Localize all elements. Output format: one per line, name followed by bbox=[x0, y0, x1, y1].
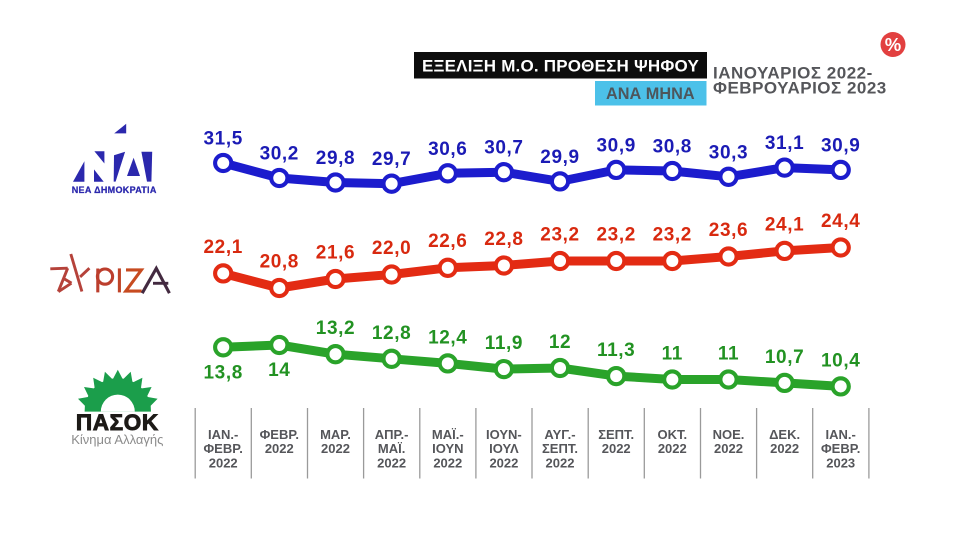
svg-text:30,9: 30,9 bbox=[821, 135, 860, 156]
svg-text:13,2: 13,2 bbox=[316, 318, 355, 339]
svg-text:24,4: 24,4 bbox=[821, 211, 860, 232]
svg-text:13,8: 13,8 bbox=[204, 362, 243, 383]
svg-text:23,2: 23,2 bbox=[597, 225, 636, 246]
svg-text:ΠΑΣΟΚ: ΠΑΣΟΚ bbox=[76, 410, 159, 435]
svg-text:22,6: 22,6 bbox=[428, 231, 467, 252]
svg-text:23,6: 23,6 bbox=[709, 220, 748, 241]
svg-text:22,0: 22,0 bbox=[372, 238, 411, 259]
svg-text:22,1: 22,1 bbox=[204, 237, 243, 258]
svg-text:ΑΝΑ ΜΗΝΑ: ΑΝΑ ΜΗΝΑ bbox=[606, 85, 695, 103]
svg-text:20,8: 20,8 bbox=[260, 252, 299, 273]
svg-text:ΝΕΑ ΔΗΜΟΚΡΑΤΙΑ: ΝΕΑ ΔΗΜΟΚΡΑΤΙΑ bbox=[72, 185, 157, 195]
svg-text:Κίνημα Αλλαγής: Κίνημα Αλλαγής bbox=[71, 432, 163, 447]
svg-text:ΕΞΕΛΙΞΗ Μ.Ο. ΠΡΟΘΕΣΗ ΨΗΦΟΥ: ΕΞΕΛΙΞΗ Μ.Ο. ΠΡΟΘΕΣΗ ΨΗΦΟΥ bbox=[422, 57, 700, 76]
svg-text:ΑΥΓ.-ΣΕΠΤ.2022: ΑΥΓ.-ΣΕΠΤ. 2022 bbox=[542, 427, 578, 470]
svg-text:31,5: 31,5 bbox=[204, 129, 243, 150]
svg-text:30,8: 30,8 bbox=[653, 137, 692, 158]
svg-text:ΙΑΝ.-ΦΕΒΡ.2023: ΙΑΝ.-ΦΕΒΡ. 2023 bbox=[821, 427, 860, 470]
svg-text:11,9: 11,9 bbox=[485, 333, 523, 354]
svg-text:11,3: 11,3 bbox=[597, 340, 635, 361]
svg-text:ΙΑΝ.-ΦΕΒΡ.2022: ΙΑΝ.-ΦΕΒΡ. 2022 bbox=[204, 427, 243, 470]
svg-text:12,4: 12,4 bbox=[428, 327, 467, 348]
svg-text:21,6: 21,6 bbox=[316, 243, 355, 264]
svg-text:%: % bbox=[885, 34, 901, 55]
svg-text:10,7: 10,7 bbox=[765, 347, 804, 368]
svg-text:14: 14 bbox=[268, 360, 290, 381]
svg-text:12: 12 bbox=[549, 332, 571, 353]
svg-text:23,2: 23,2 bbox=[540, 225, 579, 246]
svg-text:22,8: 22,8 bbox=[484, 229, 523, 250]
svg-text:ΑΠΡ.-ΜΑΪ.2022: ΑΠΡ.-ΜΑΪ. 2022 bbox=[375, 427, 409, 470]
svg-text:23,2: 23,2 bbox=[653, 225, 692, 246]
svg-text:30,6: 30,6 bbox=[428, 139, 467, 160]
svg-text:ΙΑΝΟΥΑΡΙΟΣ 2022-: ΙΑΝΟΥΑΡΙΟΣ 2022- bbox=[713, 63, 873, 82]
svg-text:11: 11 bbox=[718, 344, 739, 365]
svg-text:30,2: 30,2 bbox=[260, 144, 299, 165]
svg-text:24,1: 24,1 bbox=[765, 214, 804, 235]
svg-text:ΦΕΒΡ.2022: ΦΕΒΡ. 2022 bbox=[260, 427, 299, 456]
svg-text:29,9: 29,9 bbox=[540, 147, 579, 168]
svg-text:ΦΕΒΡΟΥΑΡΙΟΣ 2023: ΦΕΒΡΟΥΑΡΙΟΣ 2023 bbox=[713, 79, 887, 98]
svg-text:12,8: 12,8 bbox=[372, 323, 411, 344]
svg-text:ΜΑΡ.2022: ΜΑΡ. 2022 bbox=[320, 427, 351, 456]
svg-text:11: 11 bbox=[662, 344, 683, 365]
svg-text:ΝΟΕ.2022: ΝΟΕ. 2022 bbox=[713, 427, 745, 456]
svg-text:29,7: 29,7 bbox=[372, 149, 411, 170]
svg-text:ΔΕΚ.2022: ΔΕΚ. 2022 bbox=[769, 427, 800, 456]
svg-text:30,7: 30,7 bbox=[484, 138, 523, 159]
svg-text:ΟΚΤ.2022: ΟΚΤ. 2022 bbox=[657, 427, 687, 456]
svg-text:10,4: 10,4 bbox=[821, 350, 860, 371]
svg-text:29,8: 29,8 bbox=[316, 148, 355, 169]
svg-text:ΣΕΠΤ.2022: ΣΕΠΤ. 2022 bbox=[598, 427, 634, 456]
svg-text:30,3: 30,3 bbox=[709, 142, 748, 163]
svg-text:30,9: 30,9 bbox=[597, 135, 636, 156]
svg-text:31,1: 31,1 bbox=[765, 133, 804, 154]
